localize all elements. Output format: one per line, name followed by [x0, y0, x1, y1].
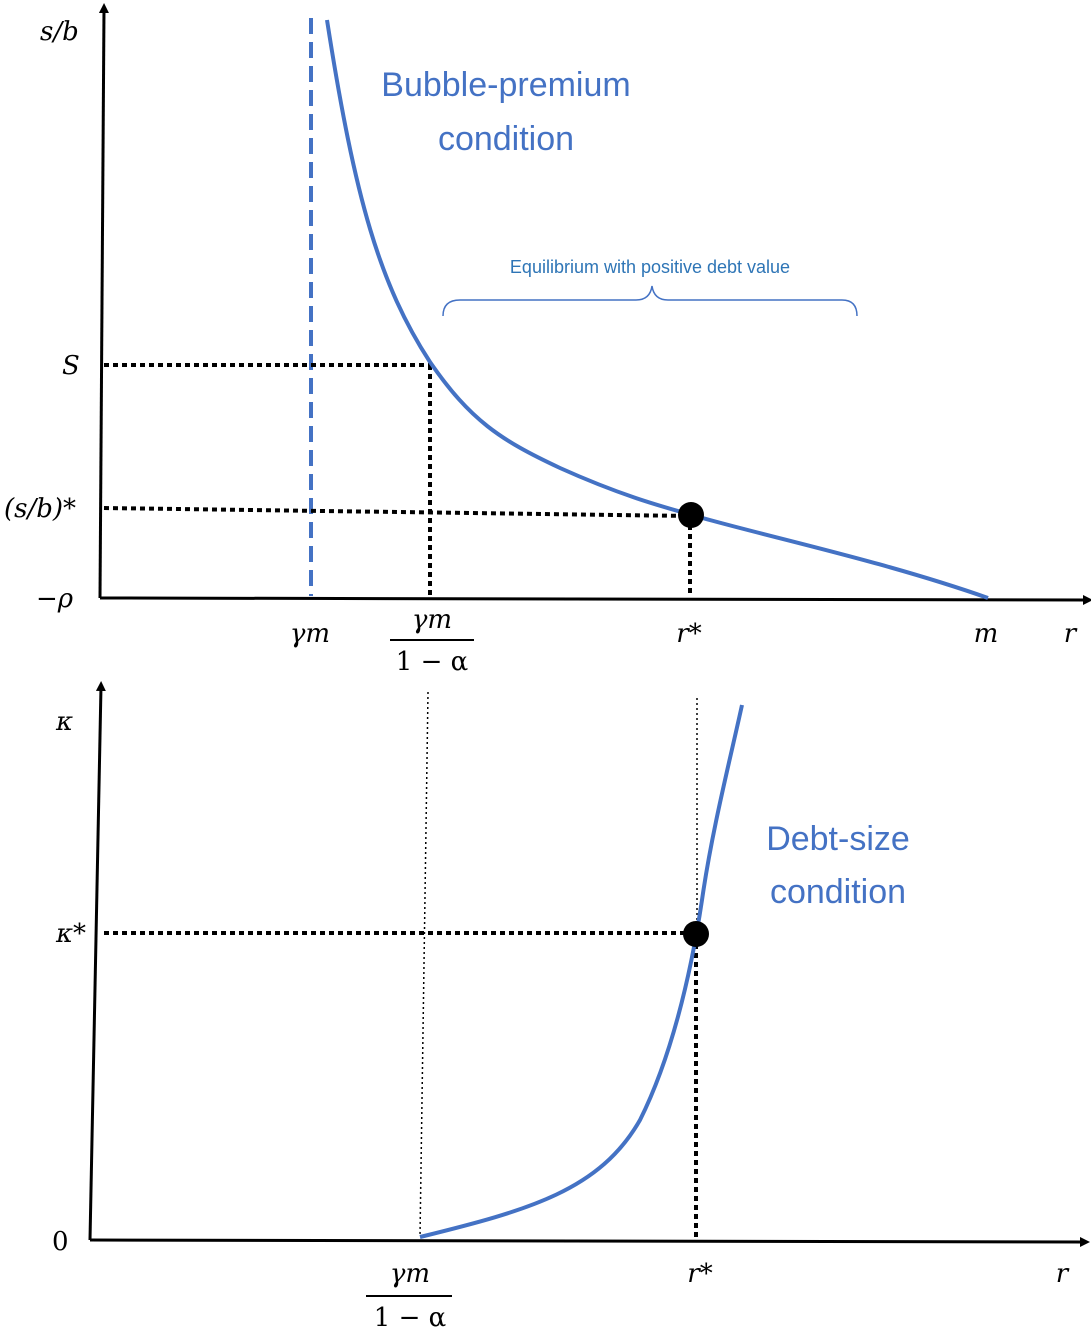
bubble-premium-label-line1: Bubble-premium — [381, 66, 630, 104]
bottom-tick-r-star: r* — [687, 1259, 712, 1289]
top-panel: Equilibrium with positive debt value Bub… — [4, 3, 1091, 677]
tick-kappa-star: κ* — [55, 919, 86, 949]
tick-frac-numerator: γm — [412, 605, 452, 635]
bottom-x-axis-label: r — [1056, 1259, 1070, 1289]
bottom-panel: Debt-size condition κ κ* 0 γm 1 − α r* r — [52, 681, 1090, 1331]
debt-size-label-line1: Debt-size — [766, 820, 910, 858]
bottom-tick-frac-numerator: γm — [390, 1259, 430, 1289]
tick-S: S — [62, 351, 80, 381]
tick-r-star: r* — [676, 619, 701, 649]
debt-size-label-line2: condition — [770, 873, 906, 911]
brace-label: Equilibrium with positive debt value — [510, 257, 790, 277]
bottom-y-axis — [88, 681, 106, 1241]
tick-neg-rho: −ρ — [36, 584, 74, 614]
equilibrium-brace — [442, 285, 858, 317]
tick-frac-denominator: 1 − α — [396, 647, 468, 677]
tick-gamma-m: γm — [290, 619, 330, 649]
bubble-premium-label-line2: condition — [438, 120, 574, 158]
tick-zero: 0 — [52, 1227, 69, 1257]
top-y-axis-label: s/b — [40, 17, 79, 47]
top-x-axis-label: r — [1064, 619, 1078, 649]
bottom-tick-frac-denominator: 1 − α — [374, 1303, 446, 1331]
guide-frac-vertical-thin — [419, 691, 429, 1237]
debt-size-curve — [419, 704, 744, 1239]
bottom-x-axis — [89, 1236, 1090, 1247]
bubble-premium-curve — [325, 19, 989, 600]
top-equilibrium-point — [678, 502, 704, 528]
top-x-axis — [99, 594, 1091, 605]
bottom-y-axis-label: κ — [55, 707, 73, 737]
bottom-equilibrium-point — [683, 921, 709, 947]
tick-m: m — [974, 619, 999, 649]
top-y-axis — [98, 3, 109, 599]
guide-sb-star-horizontal — [103, 506, 691, 518]
tick-sb-star: (s/b)* — [4, 494, 76, 524]
